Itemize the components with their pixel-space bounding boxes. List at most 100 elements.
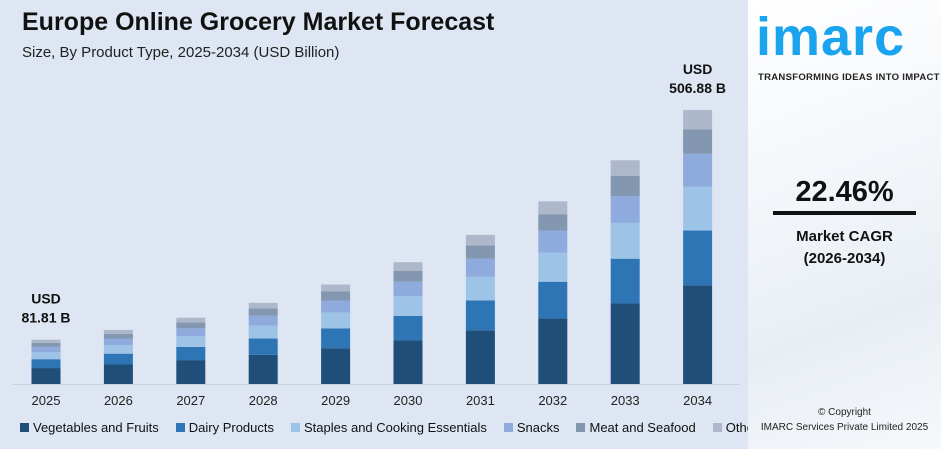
side-panel: imarc TRANSFORMING IDEAS INTO IMPACT 22.…	[748, 0, 941, 449]
bar-segment-2031-2	[465, 276, 495, 301]
bar-segment-2031-4	[465, 245, 495, 259]
bar-segment-2030-2	[393, 296, 423, 316]
x-tick-label: 2028	[249, 393, 278, 408]
legend-swatch	[712, 423, 722, 432]
bar-segment-2032-1	[538, 281, 568, 319]
bar-segment-2028-5	[248, 302, 278, 309]
legend-label: Vegetables and Fruits	[33, 420, 159, 435]
bar-segment-2034-3	[683, 153, 713, 187]
stacked-bar-chart: 2025 2026 2027 2028 2029 2030 2031 2032 2033 2034…	[12, 61, 740, 408]
bar-segment-2025-1	[31, 359, 61, 369]
cagr-label: Market CAGR (2026-2034)	[748, 226, 941, 270]
bar-segment-2032-0	[538, 318, 568, 384]
data-label: USD	[31, 291, 61, 307]
bar-segment-2034-5	[683, 109, 713, 130]
x-tick-label: 2029	[321, 393, 350, 408]
data-label: 81.81 B	[21, 310, 70, 326]
bar-segment-2028-0	[248, 354, 278, 384]
bar-segment-2030-4	[393, 270, 423, 282]
bar-segment-2033-4	[610, 175, 640, 197]
bar-segment-2031-3	[465, 258, 495, 277]
bar-segment-2031-1	[465, 300, 495, 331]
legend-label: Dairy Products	[188, 420, 274, 435]
bar-segment-2031-5	[465, 234, 495, 246]
bar-segment-2033-3	[610, 196, 640, 223]
bar-segment-2025-0	[31, 368, 61, 384]
x-tick-label: 2030	[394, 393, 423, 408]
bar-segment-2030-1	[393, 315, 423, 341]
bar-segment-2032-3	[538, 230, 568, 253]
x-tick-label: 2031	[466, 393, 495, 408]
data-label: 506.88 B	[669, 80, 726, 96]
legend-swatch	[20, 423, 29, 432]
bar-segment-2026-2	[103, 345, 133, 354]
bar-segment-2033-1	[610, 258, 640, 304]
legend-item: Snacks	[503, 420, 560, 435]
cagr-period: (2026-2034)	[803, 250, 886, 267]
bar-segment-2026-0	[103, 364, 133, 384]
legend-item: Meat and Seafood	[576, 420, 696, 435]
legend-item: Vegetables and Fruits	[20, 420, 159, 435]
bar-segment-2032-4	[538, 214, 568, 231]
data-label: USD	[683, 61, 713, 77]
bar-segment-2029-0	[321, 348, 351, 384]
cagr-divider	[773, 211, 916, 215]
x-tick-label: 2033	[611, 393, 640, 408]
bar-segment-2033-0	[610, 303, 640, 384]
company-name: IMARC Services Private Limited 2025	[760, 422, 929, 433]
bar-segment-2030-5	[393, 262, 423, 271]
bar-segment-2034-4	[683, 129, 713, 154]
bar-segment-2031-0	[465, 330, 495, 384]
bar-segment-2027-1	[176, 346, 206, 361]
bar-segment-2034-1	[683, 230, 713, 286]
bar-segment-2033-2	[610, 222, 640, 259]
legend-swatch	[291, 423, 300, 432]
bar-segment-2033-5	[610, 160, 640, 176]
logo-tagline: TRANSFORMING IDEAS INTO IMPACT	[758, 72, 940, 83]
bar-segment-2025-2	[31, 352, 61, 360]
legend: Vegetables and Fruits Dairy Products Stapl…	[20, 420, 765, 435]
x-tick-label: 2027	[176, 393, 205, 408]
bar-segment-2029-2	[321, 312, 351, 329]
legend-item: Staples and Cooking Essentials	[291, 420, 487, 435]
legend-swatch	[576, 423, 586, 432]
copyright: © Copyright	[818, 407, 871, 418]
legend-swatch	[503, 423, 513, 432]
bar-segment-2027-4	[176, 322, 206, 329]
legend-item: Dairy Products	[175, 420, 274, 435]
chart-subtitle: Size, By Product Type, 2025-2034 (USD Bi…	[22, 44, 340, 61]
legend-label: Meat and Seafood	[589, 420, 696, 435]
bar-segment-2025-3	[31, 346, 61, 353]
x-tick-label: 2034	[683, 393, 712, 408]
imarc-logo: imarc	[756, 7, 906, 67]
bar-segment-2028-1	[248, 338, 278, 355]
bar-segment-2030-3	[393, 281, 423, 297]
bar-segment-2029-4	[321, 291, 351, 301]
x-tick-label: 2025	[32, 393, 61, 408]
bar-segment-2027-5	[176, 317, 206, 323]
legend-label: Snacks	[516, 420, 560, 435]
bar-segment-2025-5	[31, 339, 61, 343]
bar-segment-2030-0	[393, 340, 423, 384]
bar-segment-2026-1	[103, 353, 133, 365]
bar-segment-2032-5	[538, 201, 568, 215]
bar-segment-2029-5	[321, 284, 351, 292]
bar-segment-2027-0	[176, 360, 206, 384]
bar-segment-2027-2	[176, 336, 206, 347]
x-tick-label: 2032	[538, 393, 567, 408]
bar-segment-2032-2	[538, 252, 568, 282]
bar-segment-2026-5	[103, 329, 133, 334]
legend-swatch	[175, 423, 185, 432]
bar-segment-2034-2	[683, 186, 713, 231]
bar-segment-2029-3	[321, 300, 351, 313]
bar-segment-2027-3	[176, 328, 206, 337]
bar-segment-2028-3	[248, 315, 278, 326]
bar-segment-2034-0	[683, 285, 713, 384]
bar-segment-2028-4	[248, 308, 278, 316]
cagr-label-text: Market CAGR	[796, 228, 893, 245]
bar-segment-2025-4	[31, 342, 61, 347]
legend-label: Staples and Cooking Essentials	[304, 420, 487, 435]
bar-segment-2028-2	[248, 325, 278, 339]
cagr-value: 22.46%	[795, 176, 894, 208]
bar-segment-2026-4	[103, 333, 133, 339]
